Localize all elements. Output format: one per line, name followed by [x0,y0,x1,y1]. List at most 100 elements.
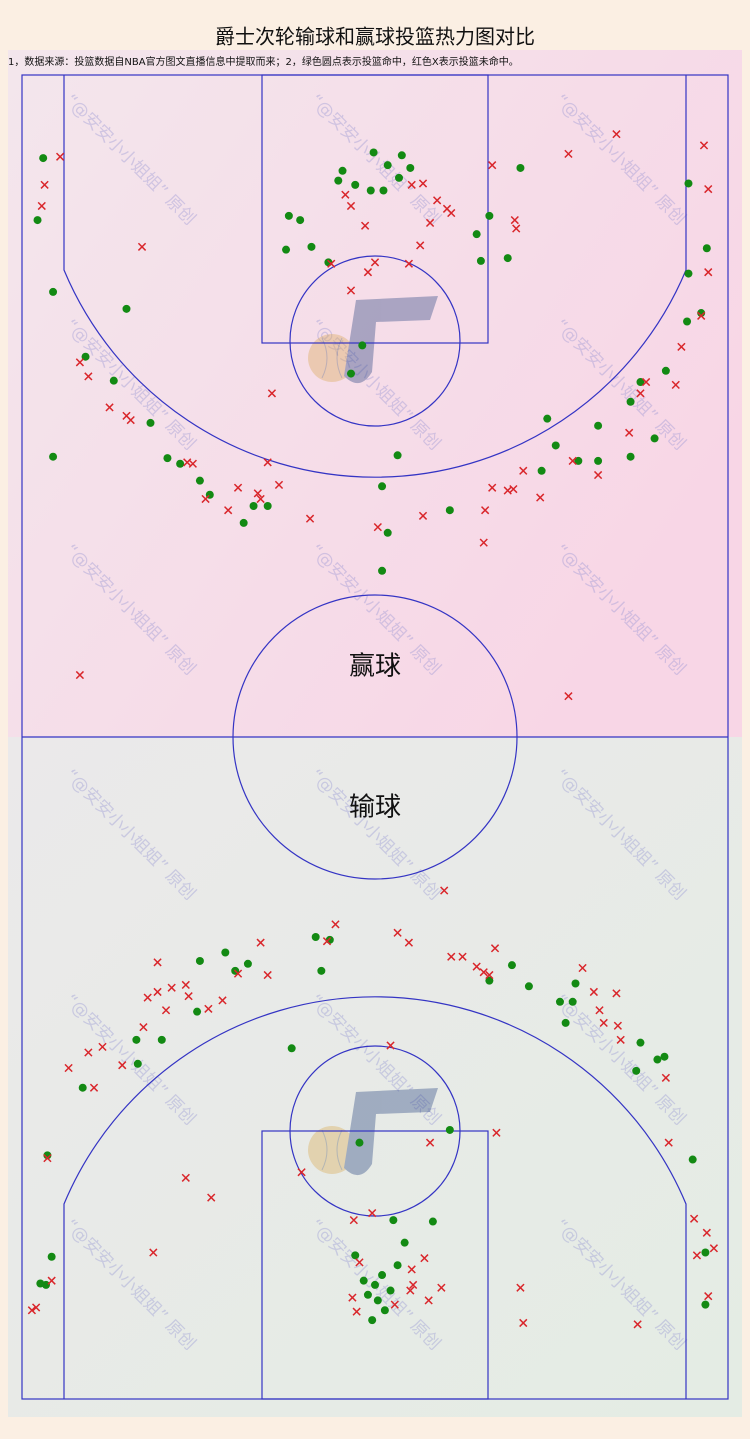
missed-shot [704,184,713,194]
made-shot [660,1052,669,1061]
made-shot [366,186,375,195]
missed-shot [370,258,380,267]
made-shot [393,1261,402,1270]
missed-shot [408,1280,418,1290]
missed-shot [75,670,85,680]
missed-shot [274,480,284,490]
missed-shot [153,987,162,997]
made-shot [594,456,603,465]
missed-shot [512,224,521,233]
paint [261,74,489,344]
panel-bg [8,737,742,1417]
missed-shot [407,1265,416,1274]
missed-shot [492,1128,501,1137]
chart-title: 爵士次轮输球和赢球投篮热力图对比 [215,25,535,49]
made-shot [195,476,204,485]
missed-shot [593,470,603,480]
missed-shot [161,1006,171,1015]
missed-shot [263,970,272,980]
shots [27,130,719,1329]
made-shot [395,173,404,182]
made-shot [445,1125,454,1134]
made-shot [503,254,512,263]
made-shot [378,482,387,491]
made-shot [122,304,131,313]
missed-shot [98,1042,107,1052]
made-shot [406,163,415,172]
missed-shot [490,944,500,953]
missed-shot [233,483,243,492]
made-shot [574,456,583,465]
missed-shot [118,1061,127,1070]
missed-shot [479,538,488,547]
missed-shot [503,486,512,495]
made-shot [78,1083,87,1092]
missed-shot [564,149,573,159]
made-shot [383,161,392,170]
missed-shot [224,506,233,515]
missed-shot [671,380,680,390]
missed-shot [126,415,135,425]
made-shot [351,1251,360,1260]
missed-shot [188,459,197,468]
missed-shot [386,1041,395,1050]
missed-shot [633,1320,642,1329]
missed-shot [390,1300,399,1309]
made-shot [193,1007,202,1016]
made-shot [195,956,204,965]
made-shot [39,154,48,163]
missed-shot [425,218,435,228]
made-shot [307,242,316,251]
missed-shot [360,221,370,230]
missed-shot [55,152,65,161]
missed-shot [406,1286,415,1295]
missed-shot [348,1293,357,1302]
missed-shot [447,208,456,218]
missed-shot [612,989,621,998]
made-shot [701,1300,710,1309]
made-shot [537,466,546,475]
missed-shot [256,938,265,947]
made-shot [684,179,693,188]
missed-shot [327,259,336,268]
missed-shot [404,938,414,947]
missed-shot [437,1283,446,1292]
made-shot [163,454,172,463]
missed-shot [253,489,262,498]
missed-shot [664,1138,673,1147]
missed-shot [305,514,315,523]
missed-shot [43,1154,52,1163]
missed-shot [702,1228,711,1237]
missed-shot [568,456,577,466]
made-shot [380,1306,389,1315]
made-shot [49,452,58,461]
made-shot [351,180,360,189]
made-shot [133,1059,142,1068]
missed-shot [616,1035,625,1044]
missed-shot [636,389,645,398]
missed-shot [447,952,456,961]
made-shot [551,441,560,450]
made-shot [36,1279,45,1288]
made-shot [43,1151,52,1160]
made-shot [311,933,320,942]
made-shot [561,1018,570,1027]
made-shot [109,376,118,385]
panel-bg [8,50,742,737]
made-shot [543,414,552,423]
made-shot [636,378,645,387]
made-shot [485,211,494,220]
missed-shot [704,268,713,277]
missed-shot [488,483,497,492]
three-point-line [63,75,687,478]
made-shot [507,961,516,970]
missed-shot [519,466,528,475]
missed-shot [612,130,621,139]
missed-shot [692,1251,702,1260]
missed-shot [40,180,49,189]
missed-shot [519,1318,528,1328]
missed-shot [458,952,467,961]
paint [261,1130,489,1400]
made-shot [284,211,293,220]
made-shot [688,1155,697,1164]
